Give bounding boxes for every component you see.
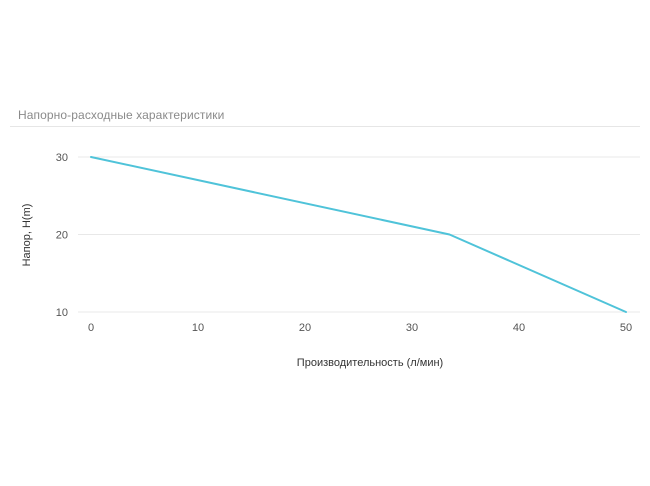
y-tick-label: 10 bbox=[56, 307, 68, 319]
x-axis-label: Производительность (л/мин) bbox=[297, 357, 443, 369]
x-tick-label: 20 bbox=[299, 322, 311, 334]
grid-lines bbox=[78, 156, 640, 313]
y-tick-label: 20 bbox=[56, 230, 68, 242]
x-tick-label: 10 bbox=[192, 322, 204, 334]
x-tick-label: 0 bbox=[88, 322, 94, 334]
y-axis-ticks: 10 20 30 bbox=[56, 152, 68, 319]
series-line-0 bbox=[90, 156, 627, 313]
x-tick-label: 50 bbox=[620, 322, 632, 334]
y-axis-label: Напор, H(m) bbox=[21, 204, 33, 267]
y-tick-label: 30 bbox=[56, 152, 68, 164]
x-tick-label: 30 bbox=[406, 322, 418, 334]
chart-title: Напорно-расходные характеристики bbox=[18, 108, 225, 122]
x-tick-label: 40 bbox=[513, 322, 525, 334]
series-layer bbox=[90, 156, 627, 313]
x-axis-ticks: 0 10 20 30 40 50 bbox=[88, 322, 632, 334]
title-divider bbox=[10, 126, 640, 127]
